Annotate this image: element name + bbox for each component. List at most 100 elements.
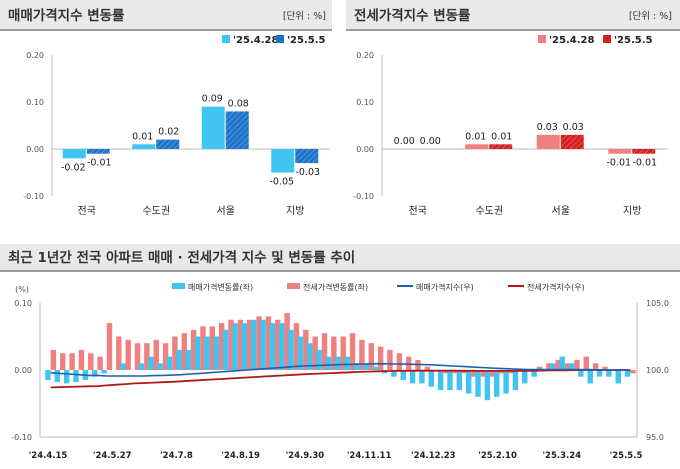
trend-jeonse-change-bar [630,370,636,374]
trend-x-tick-label: '24.9.30 [286,451,325,461]
legend-label-sale-curr: '25.5.5 [287,35,326,46]
trend-jeonse-change-bar [153,339,159,370]
trend-jeonse-change-bar [228,319,234,370]
trend-jeonse-change-bar [209,326,216,370]
sale-y-tick: 0.20 [26,51,44,60]
trend-jeonse-change-bar [237,319,244,370]
jeonse-category-label: 전국 [409,205,427,217]
trend-jeonse-change-bar [340,336,346,370]
trend-jeonse-change-bar [275,319,281,370]
trend-jeonse-index-line [50,369,631,389]
sale-change-chart: 0.20 0.10 0.00 -0.10 전국 -0.02 -0.01 수도권 0.01 0.02… [23,51,330,217]
jeonse-data-label: 0.01 [465,131,486,142]
trend-chart: 0.10 0.00 -0.10 105.0 100.0 95.0 '24.4.15 '24.5… [11,299,669,461]
jeonse-category-label: 수도권 [475,205,503,217]
trend-right-tick: 105.0 [646,299,669,308]
sale-panel-title: 매매가격지수 변동률 [8,7,125,24]
trend-left-tick: 0.00 [14,366,32,375]
trend-sale-change-bar [559,356,565,370]
trend-jeonse-change-bar [218,323,225,370]
trend-jeonse-change-bar [424,366,431,370]
trend-jeonse-change-bar [162,343,169,370]
trend-jeonse-change-bar [452,370,459,374]
trend-sale-change-bar [185,349,191,370]
sale-bar-curr [156,139,180,149]
sale-panel-header: 매매가격지수 변동률 [단위 : %] [0,0,332,31]
jeonse-bar-curr [632,149,656,154]
trend-jeonse-change-bar [555,359,561,370]
trend-jeonse-change-bar [359,339,365,370]
trend-jeonse-change-bar [443,370,449,374]
sale-bar-prev [62,149,86,159]
jeonse-bar-prev [465,144,489,149]
trend-jeonse-change-bar [583,356,590,370]
trend-sale-change-bar [391,370,397,377]
trend-jeonse-change-bar [321,333,328,370]
trend-left-unit: (%) [15,285,29,294]
trend-sale-change-bar [400,370,406,381]
trend-jeonse-change-bar [125,339,131,370]
trend-x-tick-label: '24.11.11 [347,451,392,461]
trend-x-tick-label: '24.4.15 [29,451,68,461]
trend-x-tick-label: '25.5.5 [610,451,643,461]
trend-sale-change-bar [260,319,266,370]
trend-sale-change-bar [101,370,107,374]
legend-swatch-sale-change [172,283,185,289]
legend-label-jeonse-prev: '25.4.28 [549,35,594,46]
legend-swatch-jeonse-prev [538,35,546,43]
sale-bar-prev [271,149,295,173]
legend-label-jeonse-index: 전세가격지수(우) [527,282,585,292]
trend-sale-change-bar [73,370,79,383]
trend-jeonse-change-bar [564,363,571,370]
trend-sale-change-bar [465,370,472,394]
jeonse-bar-prev [608,149,632,154]
jeonse-panel-header: 전세가격지수 변동률 [단위 : %] [346,0,680,31]
trend-sale-change-bar [456,370,463,391]
trend-legend: 매매가격변동률(좌) 전세가격변동률(좌) 매매가격지수(우) 전세가격지수(우… [172,282,585,292]
trend-jeonse-change-bar [574,359,580,370]
trend-sale-change-bar [494,370,500,397]
sale-bar-prev [132,144,156,149]
trend-sale-change-bar [45,370,51,381]
trend-sale-change-bar [288,329,294,370]
trend-jeonse-change-bar [592,363,599,370]
jeonse-bar-curr [560,134,584,149]
sale-category-label: 서울 [217,205,235,217]
sale-category-label: 전국 [78,205,96,217]
sale-data-label: 0.02 [158,127,179,138]
trend-jeonse-change-bar [69,353,75,370]
jeonse-panel-title: 전세가격지수 변동률 [354,7,471,24]
legend-label-sale-change: 매매가격변동률(좌) [188,282,253,292]
trend-sale-change-bar [568,363,575,370]
jeonse-data-label: 0.00 [420,136,441,147]
trend-jeonse-change-bar [116,336,122,370]
trend-x-tick-label: '25.2.10 [478,451,517,461]
jeonse-y-tick: -0.10 [353,192,374,201]
trend-jeonse-change-bar [144,343,150,370]
trend-jeonse-change-bar [387,349,393,370]
trend-left-tick: 0.10 [14,299,32,308]
trend-jeonse-change-bar [405,356,412,370]
trend-sale-change-bar [307,343,313,370]
jeonse-y-tick: 0.10 [356,98,374,107]
trend-jeonse-change-bar [396,353,403,370]
trend-x-tick-label: '25.3.24 [542,451,581,461]
trend-sale-change-bar [363,363,369,370]
legend-label-jeonse-curr: '25.5.5 [614,35,653,46]
trend-jeonse-change-bar [134,343,141,370]
trend-jeonse-change-bar [256,316,262,370]
trend-sale-change-bar [335,356,341,370]
sale-bar-curr [295,149,319,164]
trend-sale-change-bar [531,370,537,377]
trend-jeonse-change-bar [247,319,253,370]
trend-sale-change-bar [54,370,61,383]
sale-y-tick: -0.10 [23,192,44,201]
sale-data-label: -0.01 [87,158,112,169]
trend-sale-change-bar [148,356,154,370]
trend-sale-change-bar [316,349,322,370]
trend-jeonse-change-bar [377,346,384,370]
trend-header: 최근 1년간 전국 아파트 매매 · 전세가격 지수 및 변동률 추이 [0,244,680,272]
trend-jeonse-change-bar [331,336,337,370]
trend-jeonse-change-bar [536,366,543,370]
trend-jeonse-change-bar [200,326,206,370]
